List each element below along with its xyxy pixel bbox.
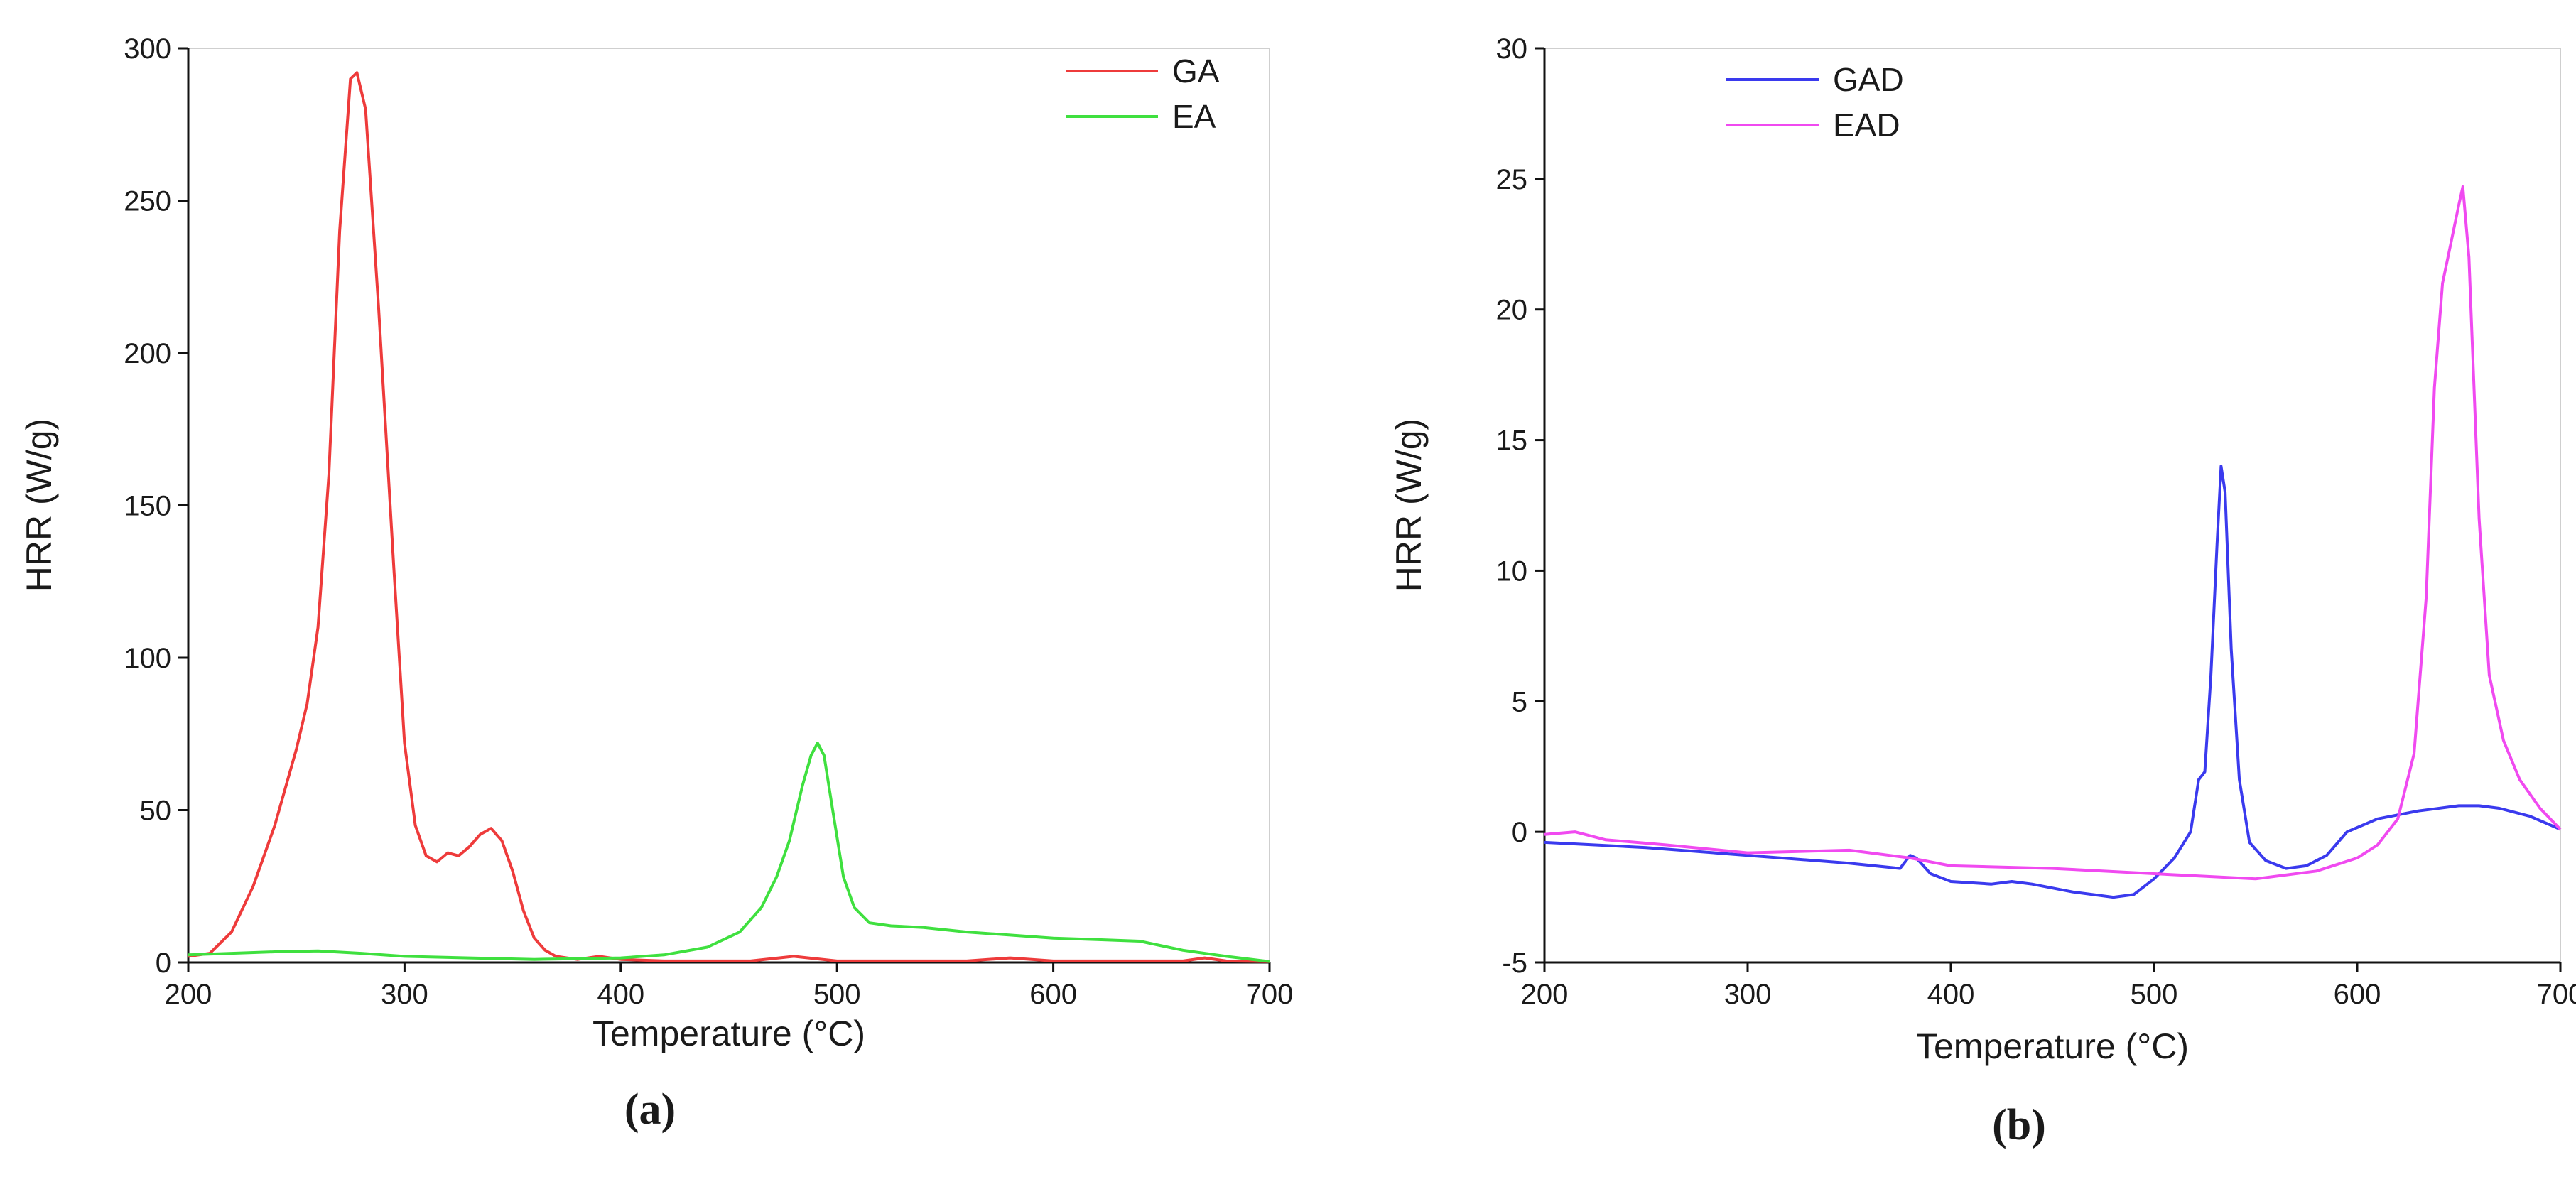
y-ticks: 0 50 100 150 200 250 300 [124,33,188,979]
x-tick-label: 400 [1927,979,1975,1010]
y-tick-label: 25 [1496,164,1528,195]
x-tick-label: 200 [1521,979,1569,1010]
series-group [1544,185,2562,899]
y-axis-label: HRR (W/g) [1389,418,1429,592]
legend-label-ea: EA [1172,98,1216,135]
series-line-ea [188,742,1270,963]
y-tick-label: 5 [1512,686,1527,717]
y-tick-label: 20 [1496,295,1528,326]
x-ticks: 200 300 400 500 600 700 [165,962,1294,1010]
chart-b: 200 300 400 500 600 700 -5 0 5 10 15 20 25 30 GAD EAD… [1389,33,2576,1149]
series-line-gad [1544,465,2561,899]
plot-frame [188,48,1270,963]
y-tick-label: 150 [124,491,171,522]
panel-label: (b) [1992,1101,2046,1149]
x-ticks: 200 300 400 500 600 700 [1521,962,2576,1010]
y-tick-label: 0 [156,948,171,979]
x-tick-label: 600 [2334,979,2381,1010]
x-tick-label: 300 [381,979,428,1010]
plot-frame [1544,48,2561,963]
y-tick-label: 100 [124,643,171,674]
y-tick-label: 10 [1496,555,1528,587]
x-tick-label: 500 [813,979,861,1010]
legend-label-ead: EAD [1833,107,1900,143]
y-tick-label: 15 [1496,425,1528,457]
x-axis-label: Temperature (°C) [592,1014,865,1053]
y-axis-label: HRR (W/g) [19,418,59,592]
series-group [188,71,1270,963]
y-tick-label: 300 [124,33,171,65]
legend-label-ga: GA [1172,53,1220,89]
legend-label-gad: GAD [1833,61,1904,98]
y-tick-label: 50 [140,796,172,827]
series-line-ead [1544,185,2562,881]
x-tick-label: 200 [165,979,212,1010]
legend: GA EA [1066,53,1220,135]
x-tick-label: 700 [1246,979,1294,1010]
x-tick-label: 700 [2537,979,2576,1010]
y-tick-label: 0 [1512,817,1527,848]
x-tick-label: 500 [2131,979,2178,1010]
y-tick-label: 250 [124,186,171,217]
y-ticks: -5 0 5 10 15 20 25 30 [1496,33,1544,979]
x-axis-label: Temperature (°C) [1916,1026,2189,1066]
y-tick-label: -5 [1502,948,1527,979]
y-tick-label: 200 [124,338,171,369]
legend: GAD EAD [1726,61,1904,143]
y-tick-label: 30 [1496,33,1528,65]
panel-label: (a) [624,1085,676,1134]
x-tick-label: 600 [1029,979,1077,1010]
series-line-ga [188,71,1270,963]
chart-a: 200 300 400 500 600 700 0 50 100 150 200 250 300 GA… [19,33,1293,1134]
x-tick-label: 300 [1724,979,1772,1010]
x-tick-label: 400 [597,979,644,1010]
